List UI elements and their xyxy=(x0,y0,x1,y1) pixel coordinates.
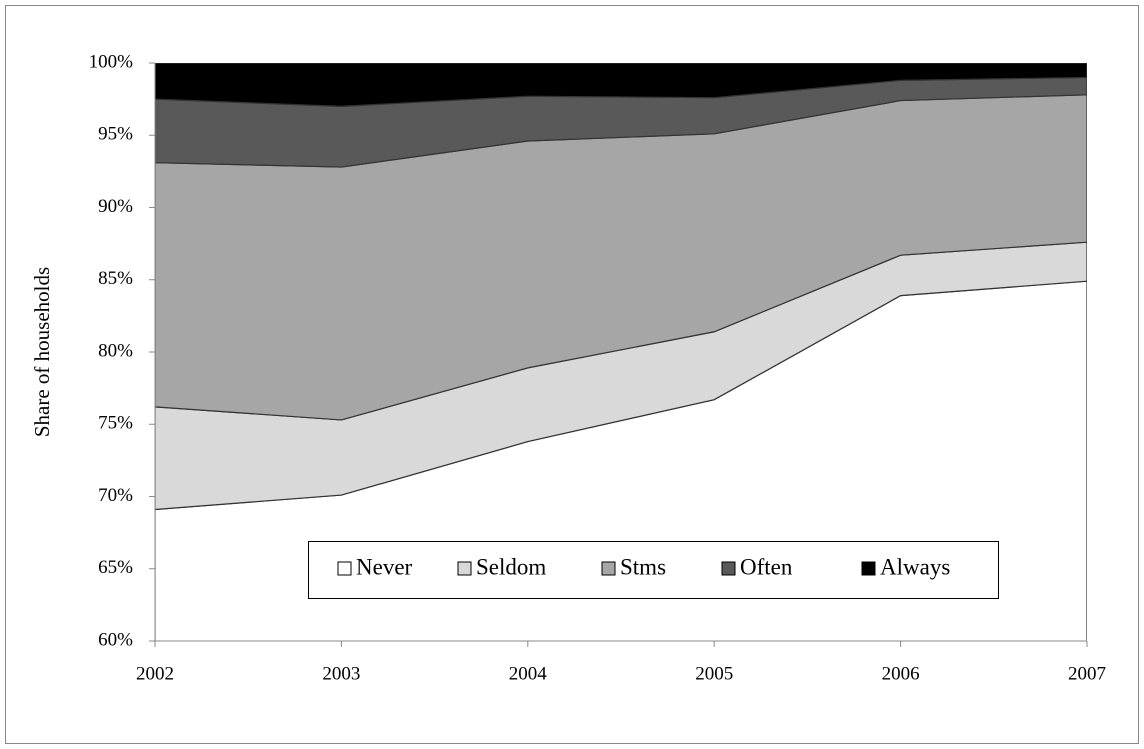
legend-label: Stms xyxy=(620,554,666,579)
y-tick-label: 100% xyxy=(89,51,134,72)
x-tick-label: 2003 xyxy=(322,663,360,684)
legend-swatch xyxy=(601,561,616,576)
y-axis-label: Share of households xyxy=(30,267,54,437)
y-tick-label: 85% xyxy=(98,268,133,289)
y-tick-label: 80% xyxy=(98,340,133,361)
legend-swatch xyxy=(337,561,352,576)
y-tick-label: 90% xyxy=(98,196,133,217)
legend-label: Always xyxy=(880,554,950,579)
legend-swatch xyxy=(861,561,876,576)
legend-box xyxy=(308,541,999,599)
legend-label: Never xyxy=(356,554,413,579)
x-tick-label: 2007 xyxy=(1068,663,1106,684)
x-tick-label: 2005 xyxy=(695,663,733,684)
x-tick-label: 2004 xyxy=(509,663,548,684)
legend-label: Seldom xyxy=(476,554,546,579)
y-tick-label: 65% xyxy=(98,557,133,578)
legend-label: Often xyxy=(740,554,793,579)
y-tick-label: 95% xyxy=(98,124,133,145)
x-tick-label: 2006 xyxy=(882,663,920,684)
x-tick-label: 2002 xyxy=(136,663,174,684)
legend-swatch xyxy=(721,561,736,576)
y-tick-label: 70% xyxy=(98,485,133,506)
area xyxy=(155,63,1087,107)
y-tick-label: 75% xyxy=(98,413,133,434)
y-tick-label: 60% xyxy=(98,629,133,650)
legend-swatch xyxy=(457,561,472,576)
